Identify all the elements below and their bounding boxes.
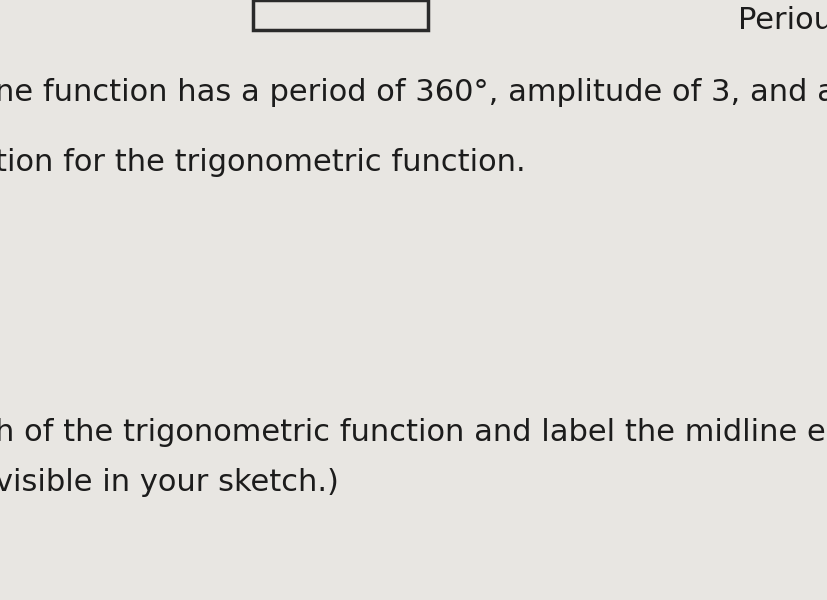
Text: visible in your sketch.): visible in your sketch.): [0, 468, 338, 497]
Text: ne function has a period of 360°, amplitude of 3, and a midli: ne function has a period of 360°, amplit…: [0, 78, 827, 107]
Text: Periou: Periou: [737, 6, 827, 35]
Bar: [253, 0, 428, 30]
Text: tion for the trigonometric function.: tion for the trigonometric function.: [0, 148, 525, 177]
Text: h of the trigonometric function and label the midline equat: h of the trigonometric function and labe…: [0, 418, 827, 447]
